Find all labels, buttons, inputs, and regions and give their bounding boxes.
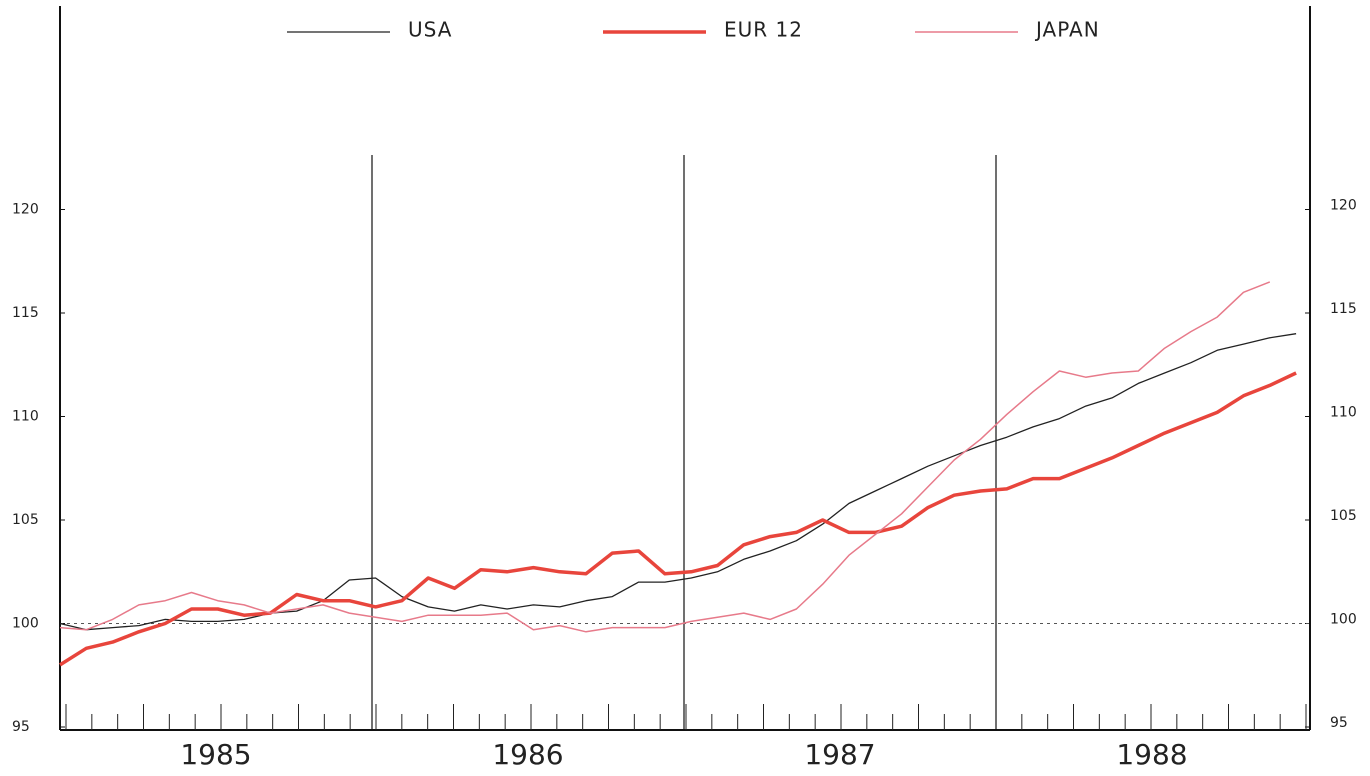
x-group-label: 1985 [180,738,251,771]
series-line [59,371,1297,667]
x-group-label: 1987 [804,738,875,771]
legend-label: JAPAN [1034,18,1100,42]
x-group-label: 1988 [1116,738,1187,771]
y-tick-label: 100 [12,616,39,632]
y-tick-label: 95 [12,719,30,735]
y-tick-label-right: 100 [1330,612,1357,628]
y-tick-label-right: 95 [1330,715,1348,731]
series-line [59,333,1297,631]
legend-label: USA [408,18,452,42]
y-tick-label-right: 120 [1330,198,1357,214]
y-tick-label: 115 [12,305,39,321]
y-tick-label-right: 115 [1330,301,1357,317]
legend-label: EUR 12 [724,18,803,42]
y-tick-label: 105 [12,512,39,528]
y-tick-label: 110 [12,409,39,425]
y-tick-label-right: 110 [1330,405,1357,421]
y-tick-label: 120 [12,202,39,218]
series-line [59,281,1271,633]
y-tick-label-right: 105 [1330,508,1357,524]
x-group-label: 1986 [492,738,563,771]
